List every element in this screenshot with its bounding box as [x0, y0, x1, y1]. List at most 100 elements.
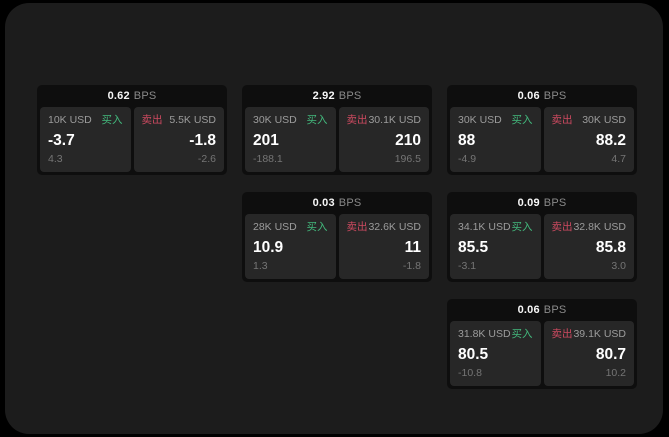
buy-amount: 28K USD — [253, 221, 297, 233]
sell-amount: 30.1K USD — [368, 114, 421, 126]
quote-card: 0.09 BPS 34.1K USD 买入 85.5 -3.1 卖出 32.8K… — [447, 192, 637, 282]
bps-header: 0.09 BPS — [447, 192, 637, 214]
buy-delta: -4.9 — [458, 153, 477, 165]
sell-side-label: 卖出 — [141, 114, 163, 126]
buy-tile[interactable]: 10K USD 买入 -3.7 4.3 — [40, 107, 131, 172]
buy-price: 85.5 — [458, 239, 489, 256]
buy-delta: -3.1 — [458, 260, 477, 272]
sell-price: 80.7 — [595, 346, 626, 363]
buy-price: 201 — [253, 132, 279, 149]
bps-unit-label: BPS — [543, 197, 567, 209]
bps-unit-label: BPS — [338, 90, 362, 102]
bps-unit-label: BPS — [543, 304, 567, 316]
bps-value: 0.06 — [517, 304, 540, 316]
sell-delta: 196.5 — [394, 153, 421, 165]
buy-amount: 10K USD — [48, 114, 92, 126]
sell-delta: -2.6 — [197, 153, 216, 165]
buy-amount: 30K USD — [253, 114, 297, 126]
buy-amount: 34.1K USD — [458, 221, 511, 233]
buy-price: 88 — [458, 132, 476, 149]
quote-card: 2.92 BPS 30K USD 买入 201 -188.1 卖出 30.1K … — [242, 85, 432, 175]
buy-delta: -188.1 — [253, 153, 283, 165]
sell-delta: 10.2 — [605, 367, 626, 379]
card-body: 10K USD 买入 -3.7 4.3 卖出 5.5K USD -1.8 -2.… — [37, 107, 227, 175]
buy-side-label: 买入 — [511, 221, 533, 233]
sell-tile-top: 卖出 30.1K USD — [347, 114, 422, 127]
sell-tile[interactable]: 卖出 30K USD 88.2 4.7 — [543, 107, 634, 172]
buy-tile-top: 31.8K USD 买入 — [458, 328, 533, 341]
buy-tile-top: 30K USD 买入 — [253, 114, 328, 127]
buy-tile-top: 10K USD 买入 — [48, 114, 123, 127]
sell-price: 210 — [395, 132, 421, 149]
card-body: 34.1K USD 买入 85.5 -3.1 卖出 32.8K USD 85.8… — [447, 214, 637, 282]
quote-card: 0.06 BPS 30K USD 买入 88 -4.9 卖出 30K USD 8… — [447, 85, 637, 175]
bps-unit-label: BPS — [543, 90, 567, 102]
buy-amount: 31.8K USD — [458, 328, 511, 340]
bps-header: 2.92 BPS — [242, 85, 432, 107]
sell-side-label: 卖出 — [346, 114, 368, 126]
sell-tile[interactable]: 卖出 32.6K USD 11 -1.8 — [338, 214, 429, 279]
buy-tile[interactable]: 34.1K USD 买入 85.5 -3.1 — [450, 214, 541, 279]
bps-header: 0.62 BPS — [37, 85, 227, 107]
card-body: 31.8K USD 买入 80.5 -10.8 卖出 39.1K USD 80.… — [447, 321, 637, 389]
buy-tile-top: 34.1K USD 买入 — [458, 221, 533, 234]
sell-price: -1.8 — [189, 132, 216, 149]
buy-delta: 1.3 — [253, 260, 268, 272]
sell-tile[interactable]: 卖出 5.5K USD -1.8 -2.6 — [133, 107, 224, 172]
buy-side-label: 买入 — [511, 114, 533, 126]
sell-side-label: 卖出 — [551, 221, 573, 233]
bps-header: 0.03 BPS — [242, 192, 432, 214]
buy-delta: 4.3 — [48, 153, 63, 165]
bps-unit-label: BPS — [133, 90, 157, 102]
sell-tile-top: 卖出 32.8K USD — [552, 221, 627, 234]
sell-amount: 39.1K USD — [573, 328, 626, 340]
bps-unit-label: BPS — [338, 197, 362, 209]
buy-tile[interactable]: 31.8K USD 买入 80.5 -10.8 — [450, 321, 541, 386]
buy-tile[interactable]: 30K USD 买入 88 -4.9 — [450, 107, 541, 172]
sell-delta: 4.7 — [611, 153, 626, 165]
buy-side-label: 买入 — [511, 328, 533, 340]
sell-tile-top: 卖出 5.5K USD — [142, 114, 217, 127]
buy-price: 80.5 — [458, 346, 489, 363]
bps-value: 0.06 — [517, 90, 540, 102]
sell-tile[interactable]: 卖出 30.1K USD 210 196.5 — [338, 107, 429, 172]
card-body: 30K USD 买入 201 -188.1 卖出 30.1K USD 210 1… — [242, 107, 432, 175]
bps-header: 0.06 BPS — [447, 85, 637, 107]
buy-price: -3.7 — [48, 132, 75, 149]
sell-tile-top: 卖出 32.6K USD — [347, 221, 422, 234]
sell-side-label: 卖出 — [551, 328, 573, 340]
sell-amount: 5.5K USD — [169, 114, 216, 126]
buy-price: 10.9 — [253, 239, 284, 256]
sell-delta: 3.0 — [611, 260, 626, 272]
sell-tile[interactable]: 卖出 39.1K USD 80.7 10.2 — [543, 321, 634, 386]
buy-side-label: 买入 — [306, 114, 328, 126]
bps-value: 0.09 — [517, 197, 540, 209]
sell-price: 11 — [404, 239, 421, 256]
buy-side-label: 买入 — [306, 221, 328, 233]
buy-amount: 30K USD — [458, 114, 502, 126]
sell-amount: 32.6K USD — [368, 221, 421, 233]
buy-side-label: 买入 — [101, 114, 123, 126]
bps-value: 0.03 — [312, 197, 335, 209]
buy-tile-top: 30K USD 买入 — [458, 114, 533, 127]
bps-header: 0.06 BPS — [447, 299, 637, 321]
buy-tile-top: 28K USD 买入 — [253, 221, 328, 234]
buy-delta: -10.8 — [458, 367, 482, 379]
buy-tile[interactable]: 28K USD 买入 10.9 1.3 — [245, 214, 336, 279]
buy-tile[interactable]: 30K USD 买入 201 -188.1 — [245, 107, 336, 172]
quote-card: 0.62 BPS 10K USD 买入 -3.7 4.3 卖出 5.5K USD… — [37, 85, 227, 175]
bps-value: 2.92 — [312, 90, 335, 102]
sell-amount: 32.8K USD — [573, 221, 626, 233]
sell-tile-top: 卖出 39.1K USD — [552, 328, 627, 341]
sell-tile-top: 卖出 30K USD — [552, 114, 627, 127]
sell-price: 85.8 — [595, 239, 626, 256]
quotes-grid: 0.62 BPS 10K USD 买入 -3.7 4.3 卖出 5.5K USD… — [37, 85, 637, 389]
sell-amount: 30K USD — [582, 114, 626, 126]
sell-tile[interactable]: 卖出 32.8K USD 85.8 3.0 — [543, 214, 634, 279]
quote-card: 0.06 BPS 31.8K USD 买入 80.5 -10.8 卖出 39.1… — [447, 299, 637, 389]
app-window: 0.62 BPS 10K USD 买入 -3.7 4.3 卖出 5.5K USD… — [5, 3, 663, 434]
sell-price: 88.2 — [595, 132, 626, 149]
quote-card: 0.03 BPS 28K USD 买入 10.9 1.3 卖出 32.6K US… — [242, 192, 432, 282]
bps-value: 0.62 — [107, 90, 130, 102]
sell-side-label: 卖出 — [551, 114, 573, 126]
